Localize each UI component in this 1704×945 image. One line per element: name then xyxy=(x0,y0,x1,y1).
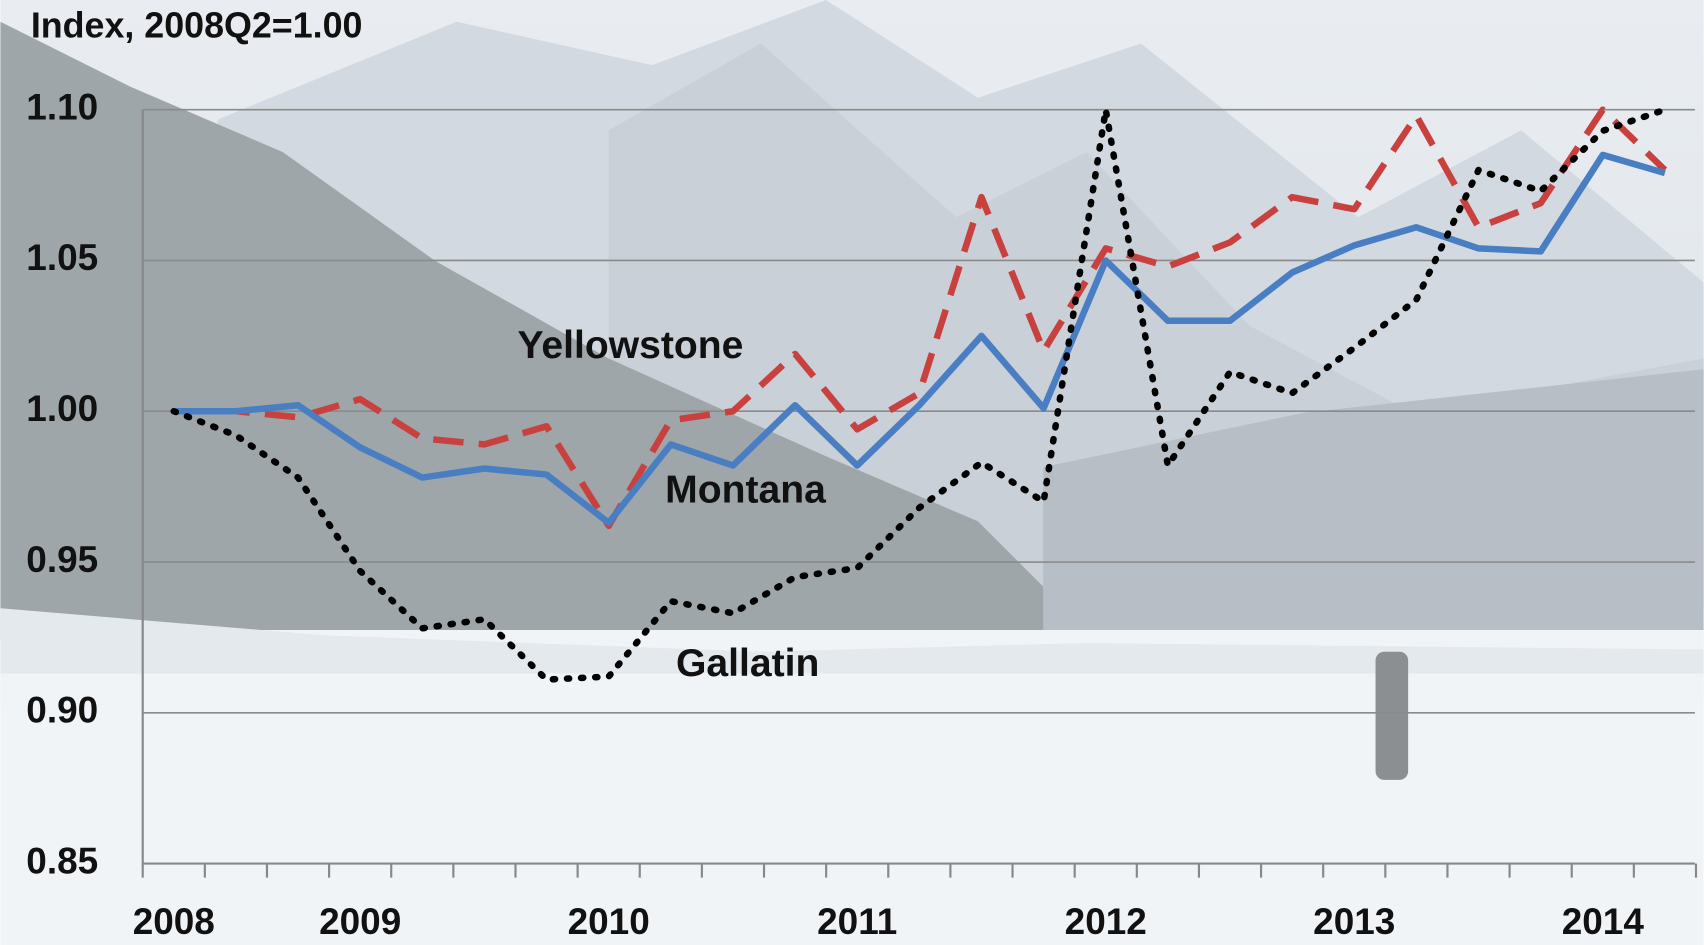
y-tick-label: 1.00 xyxy=(26,388,98,429)
x-tick-label: 2009 xyxy=(319,901,401,942)
x-tick-label: 2014 xyxy=(1562,901,1645,942)
background-photo xyxy=(0,0,1703,945)
chart-title: Index, 2008Q2=1.00 xyxy=(31,6,363,46)
x-tick-label: 2013 xyxy=(1313,901,1395,942)
series-label: Yellowstone xyxy=(517,324,743,367)
series-label: Montana xyxy=(665,468,826,511)
y-tick-label: 0.85 xyxy=(26,840,98,881)
x-tick-label: 2008 xyxy=(133,901,215,942)
y-tick-label: 1.05 xyxy=(26,237,98,278)
chart: Index, 2008Q2=1.00 0.85 0.90 0.95 1.00 1.05 1… xyxy=(0,0,1704,945)
series-label: Gallatin xyxy=(676,642,819,685)
x-tick-label: 2012 xyxy=(1065,901,1147,942)
y-tick-label: 0.90 xyxy=(26,690,98,731)
y-tick-label: 0.95 xyxy=(26,539,98,580)
x-tick-label: 2010 xyxy=(568,901,650,942)
x-tick-label: 2011 xyxy=(817,901,897,942)
y-tick-label: 1.10 xyxy=(26,86,98,127)
